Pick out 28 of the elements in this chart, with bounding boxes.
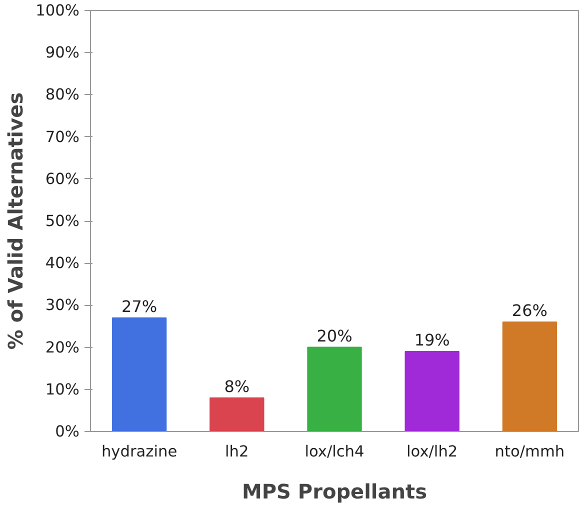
x-tick-label: nto/mmh	[494, 442, 565, 460]
y-tick-label: 100%	[36, 2, 80, 20]
x-tick-label: hydrazine	[101, 442, 178, 460]
y-tick-label: 60%	[45, 170, 80, 188]
bar	[307, 346, 362, 432]
y-tick-label: 90%	[45, 44, 80, 62]
y-tick-label: 70%	[45, 128, 80, 146]
x-tick-label: lox/lch4	[304, 442, 364, 460]
data-label: 27%	[122, 296, 158, 316]
x-tick-label: lox/lh2	[406, 442, 458, 460]
y-tick-label: 50%	[45, 212, 80, 230]
y-axis-title: % of Valid Alternatives	[4, 92, 28, 350]
bar	[404, 351, 460, 432]
bar	[502, 322, 558, 432]
y-tick-label: 20%	[45, 338, 80, 356]
data-label: 20%	[316, 326, 352, 346]
y-tick-label: 0%	[55, 422, 80, 440]
y-tick-label: 80%	[45, 86, 80, 104]
y-tick-label: 30%	[45, 296, 80, 314]
x-tick-label: lh2	[225, 442, 249, 460]
data-label: 8%	[224, 376, 250, 396]
data-label: 19%	[414, 330, 450, 350]
x-axis-title: MPS Propellants	[242, 480, 427, 504]
y-tick-label: 10%	[45, 380, 80, 398]
bar	[210, 397, 264, 432]
bar	[112, 317, 167, 432]
y-tick-label: 40%	[45, 254, 80, 272]
data-label: 26%	[512, 301, 548, 320]
